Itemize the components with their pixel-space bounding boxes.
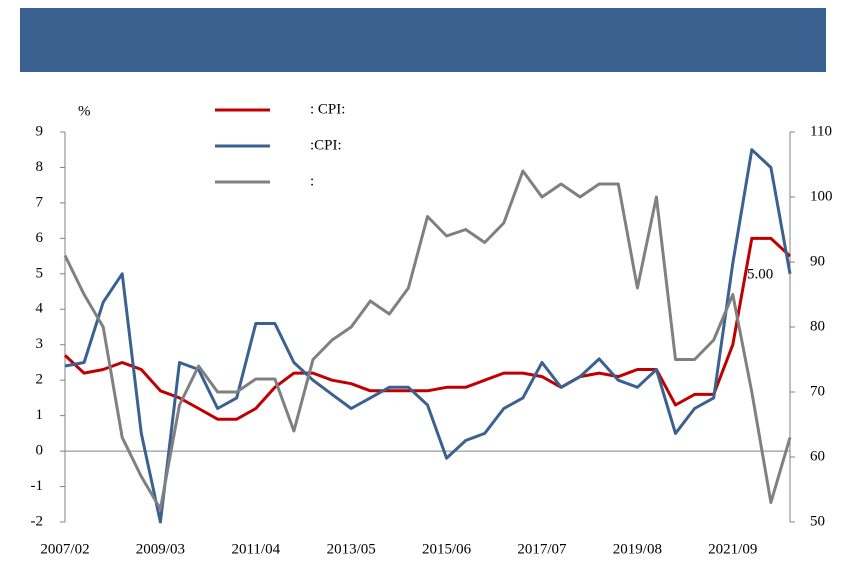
x-tick-label: 2015/06 xyxy=(422,541,472,557)
series-line xyxy=(63,169,792,511)
y-tick-label: 1 xyxy=(36,407,44,423)
annotation: 5.00 xyxy=(747,266,773,282)
y2-tick-label: 100 xyxy=(810,188,833,204)
y-tick-label: 2 xyxy=(36,372,44,388)
y2-tick-label: 50 xyxy=(810,513,825,529)
series-line xyxy=(63,236,792,421)
x-tick-label: 2007/02 xyxy=(40,541,89,557)
x-tick-label: 2017/07 xyxy=(517,541,567,557)
y-tick-label: 4 xyxy=(36,301,44,317)
y-tick-label: 7 xyxy=(36,194,44,210)
y-tick-label: -2 xyxy=(31,513,44,529)
y-tick-label: 8 xyxy=(36,159,44,175)
y2-tick-label: 110 xyxy=(810,123,832,139)
header-band xyxy=(20,8,826,72)
legend-label: : xyxy=(310,173,314,189)
y2-tick-label: 60 xyxy=(810,448,825,464)
series-line xyxy=(64,148,792,524)
legend-label: : CPI: xyxy=(310,101,345,117)
y-tick-label: 3 xyxy=(36,336,44,352)
x-tick-label: 2011/04 xyxy=(231,541,280,557)
y2-tick-label: 80 xyxy=(810,318,825,334)
legend-label: :CPI: xyxy=(310,137,342,153)
x-tick-label: 2009/03 xyxy=(136,541,185,557)
y2-tick-label: 70 xyxy=(810,383,825,399)
x-tick-label: 2019/08 xyxy=(613,541,662,557)
y-tick-label: 9 xyxy=(36,123,44,139)
y-tick-label: 0 xyxy=(36,443,44,459)
y-tick-label: -1 xyxy=(31,478,44,494)
y2-tick-label: 90 xyxy=(810,253,825,269)
x-tick-label: 2013/05 xyxy=(327,541,376,557)
y-tick-label: 5 xyxy=(36,265,44,281)
y-tick-label: 6 xyxy=(36,230,44,246)
x-tick-label: 2021/09 xyxy=(708,541,757,557)
y-axis-label: % xyxy=(78,103,91,119)
